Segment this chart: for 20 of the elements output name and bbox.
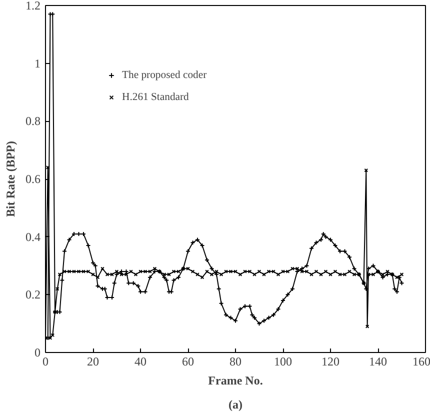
x-tick-label: 100 [274,354,292,368]
text: (a) [228,398,243,412]
x-tick-label: 120 [322,354,340,368]
y-tick-label: 0.8 [26,114,40,128]
x-tick-label: 140 [369,354,387,368]
y-axis-title: Bit Rate (BPP) [4,141,18,217]
x-tick-label: 60 [182,354,194,368]
y-tick-label: 0.6 [26,172,40,186]
x-tick-label: 20 [87,354,99,368]
x-axis-title: Frame No. [208,374,263,388]
y-tick-label: 1 [34,56,40,70]
y-tick-label: 0.2 [26,288,40,302]
x-tick-label: 40 [134,354,146,368]
legend-label: H.261 Standard [122,91,189,103]
y-tick-label: 1.2 [26,0,40,12]
y-tick-label: 0 [34,346,40,360]
legend-label: The proposed coder [122,69,207,81]
x-tick-label: 160 [412,354,430,368]
x-tick-label: 80 [230,354,242,368]
y-tick-label: 0.4 [26,230,40,244]
